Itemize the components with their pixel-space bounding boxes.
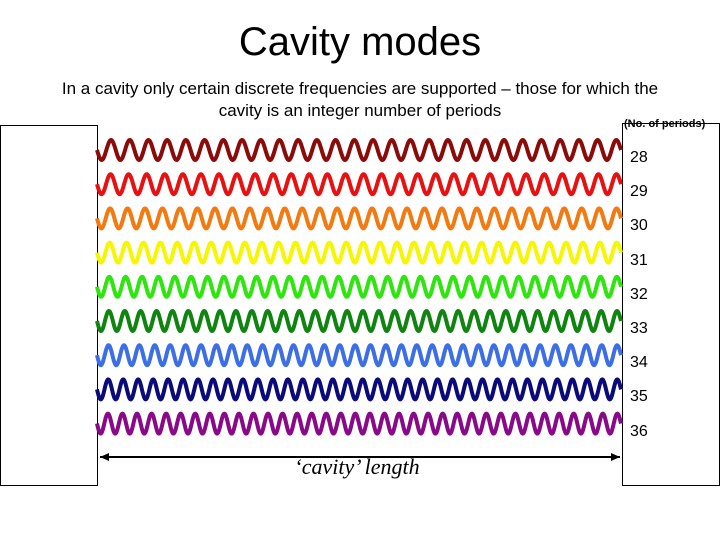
mode-wave-32 xyxy=(95,274,623,299)
mode-label-32: 32 xyxy=(630,285,648,303)
mode-wave-34 xyxy=(95,343,623,368)
periods-header: (No. of periods) xyxy=(624,118,706,130)
mode-wave-28 xyxy=(95,138,623,162)
mode-wave-30 xyxy=(95,206,623,231)
mode-label-34: 34 xyxy=(630,354,648,372)
mode-wave-33 xyxy=(95,309,623,333)
mode-label-36: 36 xyxy=(630,422,648,440)
mode-wave-29 xyxy=(95,172,623,197)
mode-wave-31 xyxy=(95,240,623,265)
page-title: Cavity modes xyxy=(238,20,482,64)
mode-wave-35 xyxy=(95,377,623,402)
mode-wave-36 xyxy=(95,411,623,436)
mode-label-29: 29 xyxy=(630,183,648,201)
mode-label-33: 33 xyxy=(630,320,648,337)
cavity-length-label: ‘cavity’ length xyxy=(294,454,420,479)
mode-label-35: 35 xyxy=(630,388,648,406)
mode-label-30: 30 xyxy=(630,217,648,235)
mode-label-31: 31 xyxy=(630,251,648,269)
right-mirror xyxy=(622,123,720,486)
left-mirror xyxy=(0,125,98,486)
subtitle: In a cavity only certain discrete freque… xyxy=(61,79,659,120)
mode-label-28: 28 xyxy=(630,149,648,166)
mode-waves xyxy=(95,138,623,436)
